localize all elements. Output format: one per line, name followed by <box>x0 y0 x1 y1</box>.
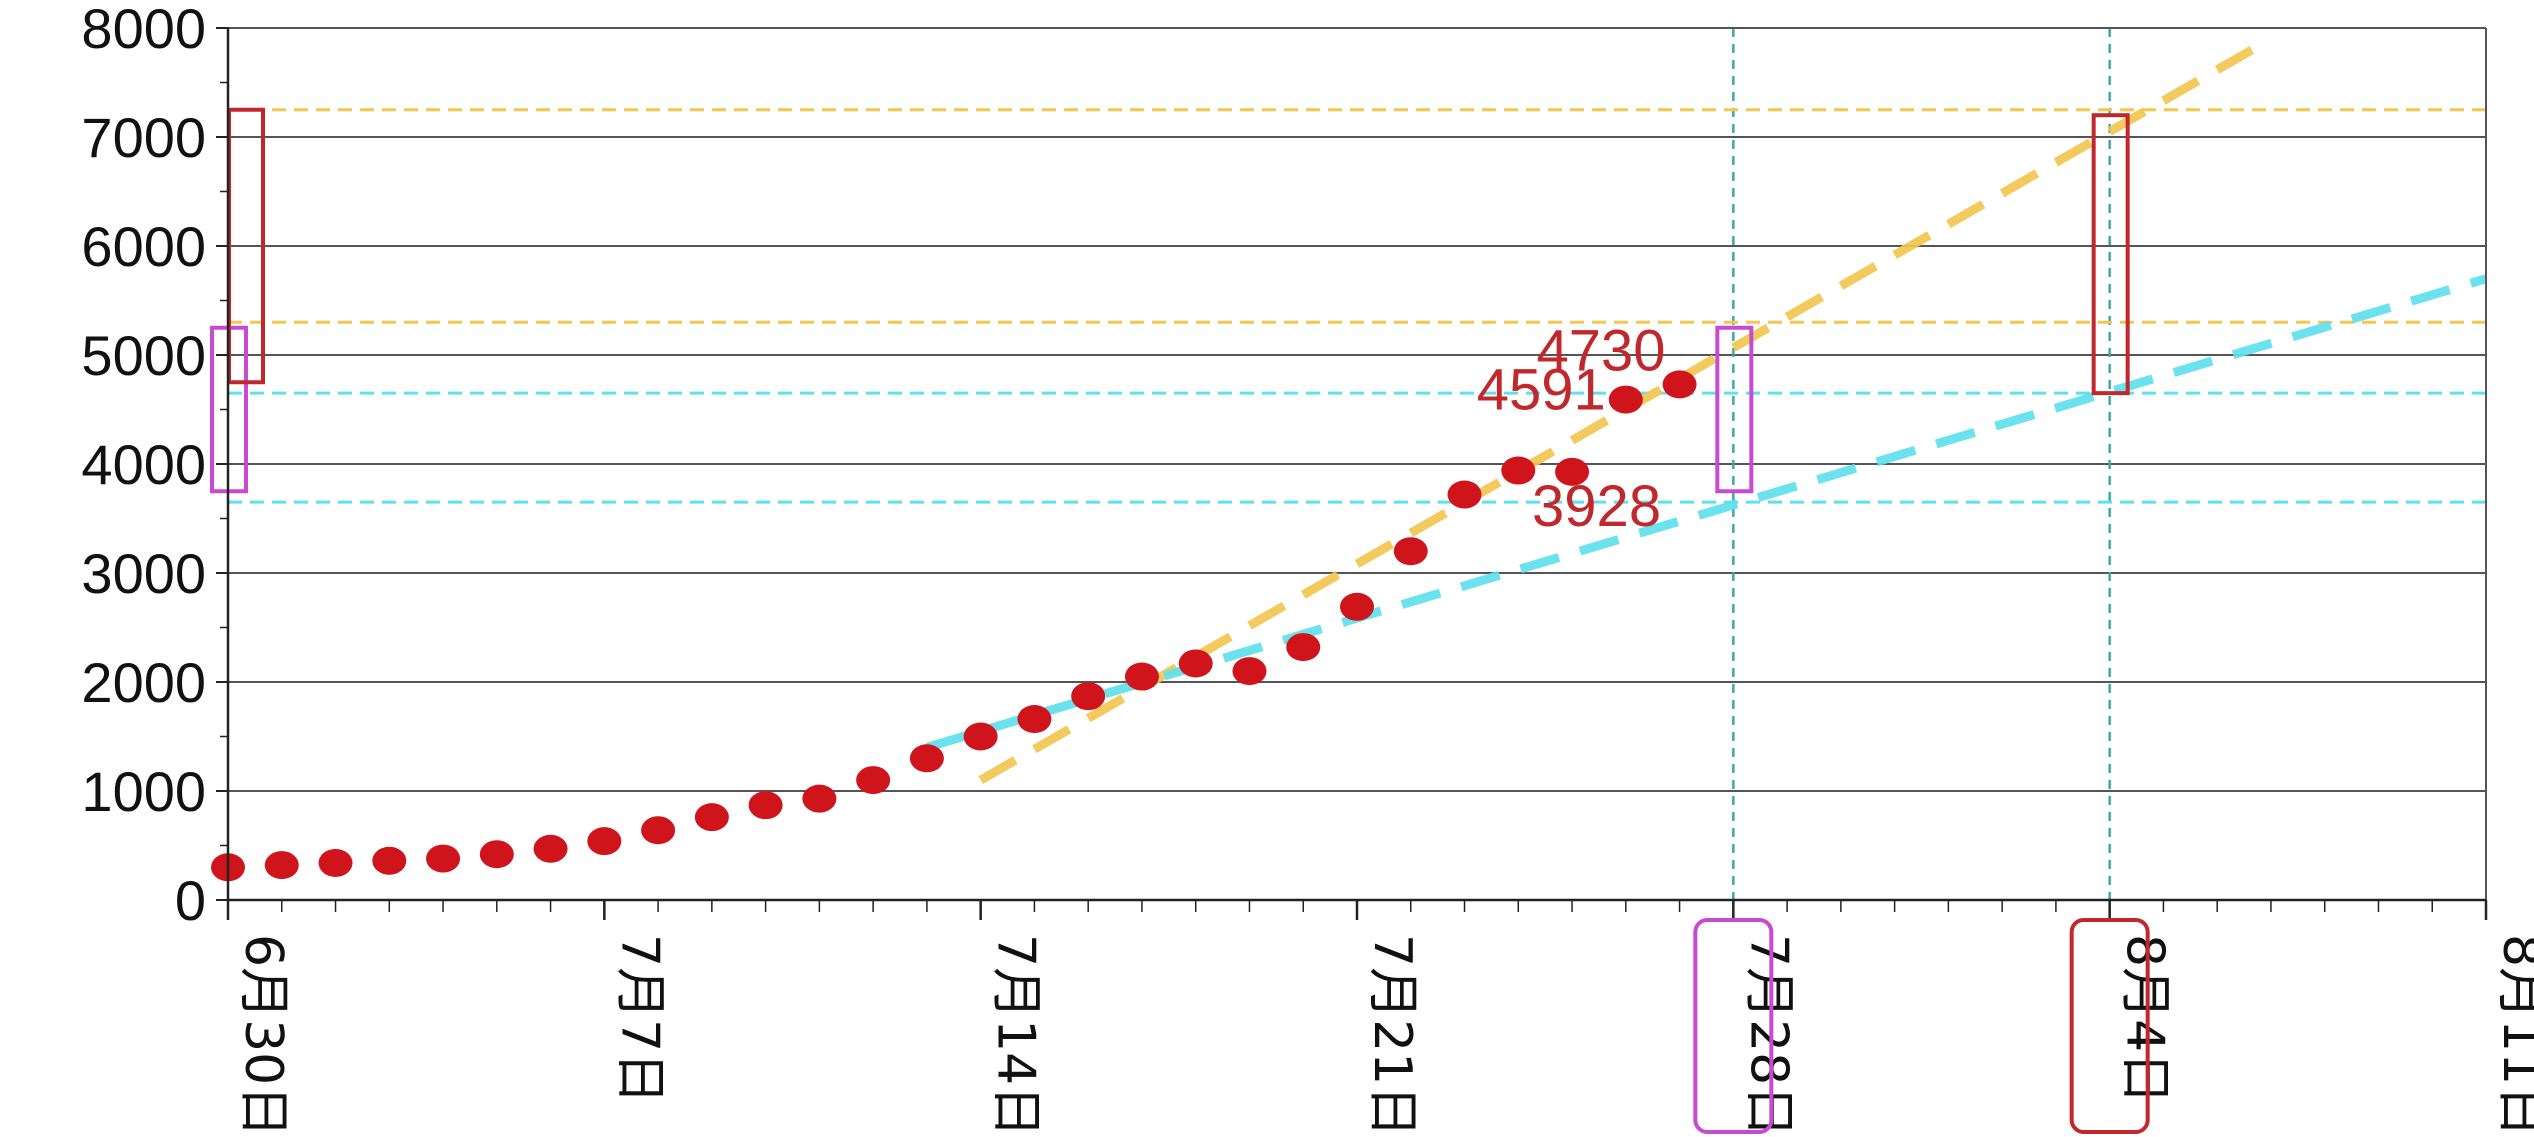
data-point <box>1178 649 1213 678</box>
grid-layer <box>228 27 2486 901</box>
y-tick-label: 1000 <box>81 760 206 823</box>
data-point <box>1447 480 1482 509</box>
data-point <box>963 722 998 751</box>
y-tick-label: 6000 <box>81 215 206 278</box>
x-tick-label: 8月4日 <box>2115 934 2175 1104</box>
axes: 0 1000 2000 3000 4000 5000 6000 7000 8000 6月30日 7月… <box>81 0 2534 1137</box>
x-tick-label: 6月30日 <box>233 934 293 1137</box>
data-point <box>1232 657 1267 686</box>
range-box-red <box>2091 113 2130 396</box>
data-point <box>641 816 676 845</box>
data-point <box>694 803 729 832</box>
data-point <box>1124 662 1159 691</box>
data-point <box>587 827 622 856</box>
x-tick-label: 7月7日 <box>609 934 669 1104</box>
data-label: 3928 <box>1532 474 1661 539</box>
y-tick-label: 3000 <box>81 542 206 605</box>
data-point <box>264 851 299 880</box>
y-tick-label: 0 <box>175 869 206 932</box>
data-points <box>211 370 1697 882</box>
x-tick-label: 7月14日 <box>986 934 1046 1137</box>
data-point <box>372 846 407 875</box>
y-tick-label: 5000 <box>81 324 206 387</box>
data-point <box>479 840 514 869</box>
data-point <box>318 848 353 877</box>
data-point <box>1071 682 1106 711</box>
x-tick-label: 7月28日 <box>1738 934 1798 1137</box>
data-point <box>856 766 891 795</box>
data-point <box>909 744 944 773</box>
data-point <box>802 784 837 813</box>
highlighted-date-frame <box>2069 918 2150 1134</box>
data-point <box>1501 456 1536 485</box>
data-point <box>1662 370 1697 399</box>
data-point <box>426 844 461 873</box>
data-point <box>1555 457 1590 486</box>
data-point <box>1393 537 1428 566</box>
data-label: 4730 <box>1537 318 1666 383</box>
x-tick-label: 8月11日 <box>2491 934 2534 1137</box>
y-tick-label: 7000 <box>81 106 206 169</box>
data-point <box>1286 633 1321 662</box>
trend-lines <box>925 34 2488 785</box>
data-point <box>533 834 568 863</box>
data-label: 4591 <box>1477 358 1606 423</box>
x-tick-label: 7月21日 <box>1362 934 1422 1137</box>
data-point <box>1608 385 1643 414</box>
range-boxes <box>210 107 2130 494</box>
y-tick-label: 2000 <box>81 651 206 714</box>
data-point <box>748 791 783 820</box>
highlighted-date-frame <box>1693 918 1774 1134</box>
y-tick-label: 8000 <box>81 0 206 60</box>
range-box-magenta <box>1715 325 1754 494</box>
data-point <box>1017 705 1052 734</box>
data-point <box>1340 592 1374 621</box>
y-tick-label: 4000 <box>81 433 206 496</box>
